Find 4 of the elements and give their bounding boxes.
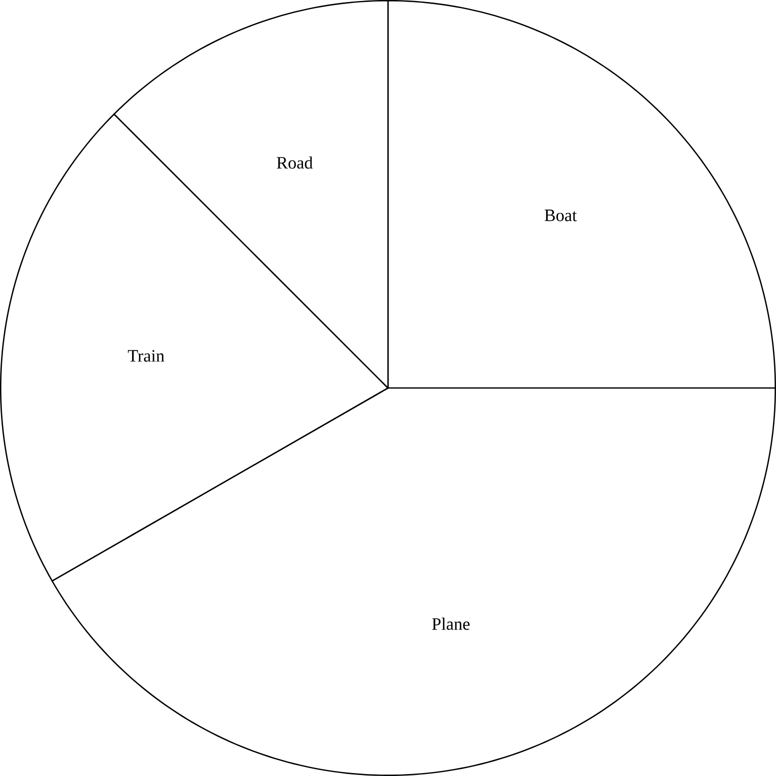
slice-label: Train <box>128 350 164 362</box>
slice-label: Road <box>276 156 313 169</box>
slice-label: Plane <box>432 618 470 630</box>
slice-label: Boat <box>544 210 577 222</box>
